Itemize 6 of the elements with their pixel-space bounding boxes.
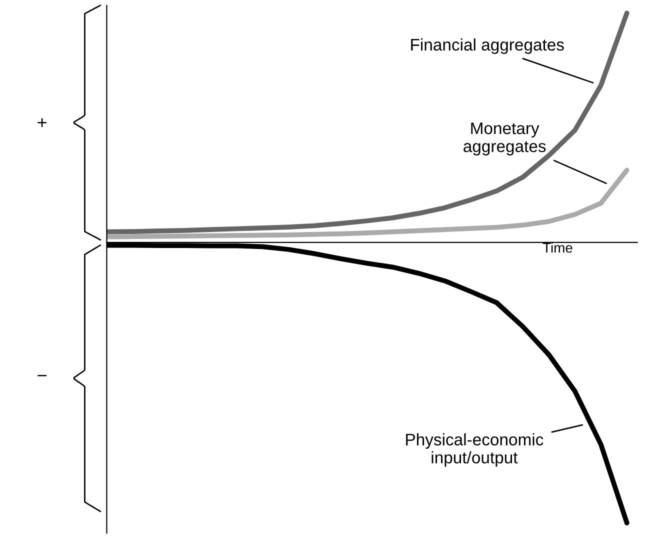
x-axis-title: Time — [542, 242, 572, 253]
text: − — [38, 374, 46, 376]
text: Monetary aggregates — [464, 122, 546, 156]
text: Financial aggregates — [411, 38, 564, 54]
text: Physical-economic input/output — [406, 433, 544, 467]
text: + — [38, 118, 46, 128]
